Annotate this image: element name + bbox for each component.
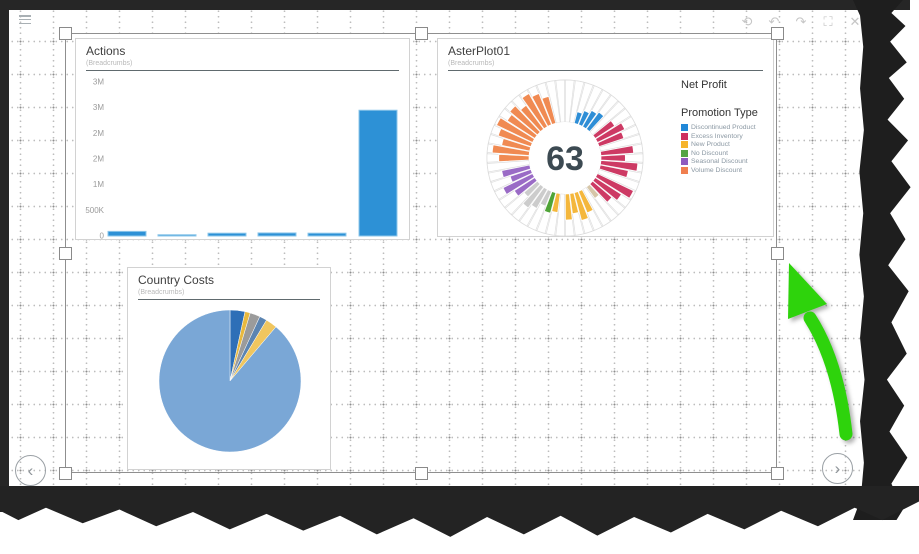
panel-actions[interactable]: Actions (Breadcrumbs) 3M 3M 2M 2M 1M 500K 0 [75, 38, 410, 241]
pie-chart [158, 309, 302, 453]
svg-text:0: 0 [100, 232, 105, 241]
design-canvas[interactable]: ⟲ ↶ ↷ ⛶ ✕ Actions (Breadcrumbs) 3M 3M 2M 2M 1M 50… [8, 9, 864, 490]
legend-label: Discontinued Product [691, 124, 756, 131]
aster-plot: 63 [486, 79, 644, 237]
next-page-button[interactable]: › [822, 453, 853, 484]
legend-swatch [681, 132, 688, 140]
panel-asterplot01[interactable]: AsterPlot01 (Breadcrumbs) 63 Net Profit … [437, 38, 774, 237]
resize-handle[interactable] [771, 27, 784, 40]
panel-country-costs[interactable]: Country Costs (Breadcrumbs) [127, 267, 331, 470]
legend-label: No Discount [691, 149, 729, 157]
resize-handle[interactable] [59, 467, 72, 480]
legend-label: New Product [691, 141, 730, 148]
redo-icon[interactable]: ↷ [795, 14, 807, 29]
resize-handle[interactable] [415, 27, 428, 40]
panel-separator [86, 70, 399, 71]
legend-items: Discontinued Product Excess Inventory New … [681, 124, 773, 174]
menu-icon[interactable] [19, 15, 31, 25]
breadcrumb: (Breadcrumbs) [86, 60, 133, 67]
resize-handle[interactable] [59, 247, 72, 260]
svg-text:3M: 3M [93, 103, 104, 112]
panel-actions-header: Actions (Breadcrumbs) [76, 39, 409, 72]
toolbar: ⟲ ↶ ↷ ⛶ ✕ [739, 11, 863, 33]
legend-item: No Discount [681, 149, 773, 157]
close-icon[interactable]: ✕ [849, 14, 861, 29]
resize-handle[interactable] [415, 467, 428, 480]
legend-group-title: Promotion Type [681, 107, 758, 119]
legend-label: Seasonal Discount [691, 158, 748, 165]
legend-item: Seasonal Discount [681, 158, 773, 165]
legend-item: Discontinued Product [681, 124, 773, 131]
resize-handle[interactable] [59, 27, 72, 40]
legend-swatch [681, 124, 688, 131]
legend-measure-title: Net Profit [681, 79, 727, 91]
legend-label: Excess Inventory [691, 132, 743, 140]
legend-item: Volume Discount [681, 166, 773, 174]
panel-title: Actions [86, 44, 126, 58]
fullscreen-icon[interactable]: ⛶ [823, 14, 833, 29]
prev-page-button[interactable]: ‹ [15, 455, 46, 486]
panel-title: AsterPlot01 [448, 44, 511, 58]
panel-pie-header: Country Costs (Breadcrumbs) [128, 268, 330, 301]
breadcrumb: (Breadcrumbs) [138, 289, 185, 296]
resize-handle[interactable] [771, 467, 784, 480]
reset-zoom-icon[interactable]: ⟲ [741, 14, 753, 29]
legend-label: Volume Discount [691, 166, 743, 174]
legend-swatch [681, 149, 688, 157]
legend-item: New Product [681, 141, 773, 148]
aster-legend: Net Profit Promotion Type Discontinued P… [681, 79, 773, 175]
torn-edge-bottom [0, 486, 919, 537]
legend-swatch [681, 158, 688, 165]
bar-chart: 3M 3M 2M 2M 1M 500K 0 [85, 78, 398, 241]
panel-separator [448, 70, 763, 71]
legend-swatch [681, 141, 688, 148]
panel-aster-header: AsterPlot01 (Breadcrumbs) [438, 39, 773, 72]
undo-icon[interactable]: ↶ [768, 14, 780, 29]
svg-text:3M: 3M [93, 78, 104, 87]
svg-text:2M: 2M [93, 129, 104, 138]
legend-item: Excess Inventory [681, 132, 773, 140]
svg-text:500K: 500K [85, 206, 104, 215]
legend-swatch [681, 166, 688, 174]
svg-text:2M: 2M [93, 155, 104, 164]
panel-separator [138, 299, 320, 300]
breadcrumb: (Breadcrumbs) [448, 60, 495, 67]
panel-title: Country Costs [138, 273, 215, 287]
svg-text:1M: 1M [93, 180, 104, 189]
resize-handle[interactable] [771, 247, 784, 260]
svg-text:63: 63 [546, 140, 584, 178]
